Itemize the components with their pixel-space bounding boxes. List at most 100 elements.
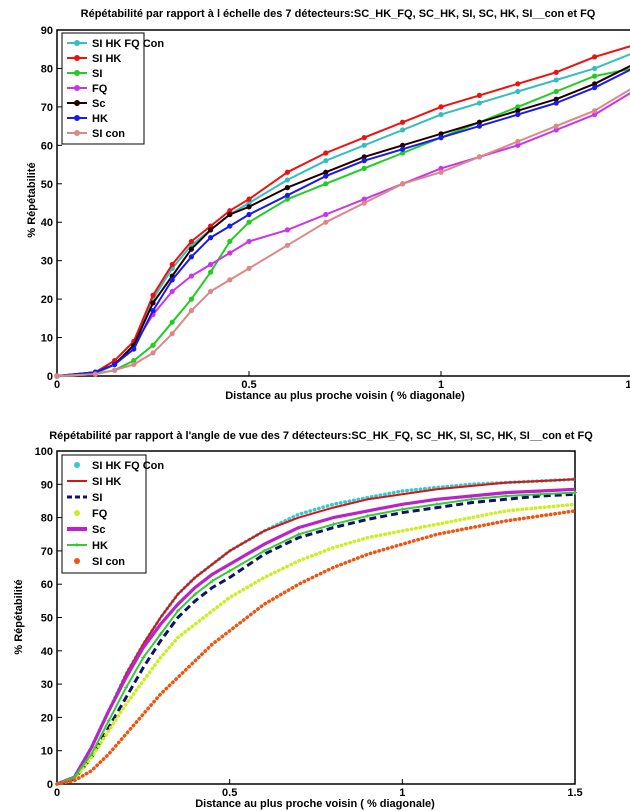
data-point — [227, 238, 233, 245]
data-point — [515, 88, 521, 95]
y-tick-label: 100 — [35, 446, 53, 458]
data-point — [169, 331, 175, 337]
data-point — [106, 718, 111, 723]
data-point — [365, 513, 370, 518]
y-tick-label: 50 — [41, 179, 53, 191]
y-tick-label: 30 — [41, 679, 53, 691]
ticks-group: 0 10 20 30 40 50 60 70 80 90 100 0 0.5 1 1.5 — [35, 446, 583, 799]
data-point — [150, 308, 156, 314]
data-point — [284, 227, 290, 233]
data-point — [538, 492, 543, 497]
data-point — [400, 507, 405, 512]
y-tick-label: 80 — [41, 63, 53, 75]
legend-label: FQ — [92, 83, 108, 95]
data-point — [400, 127, 406, 133]
data-point — [515, 142, 521, 148]
data-point — [208, 223, 214, 229]
legend-swatch — [74, 462, 80, 468]
data-point — [208, 235, 214, 241]
data-point — [515, 81, 521, 87]
data-point — [515, 104, 521, 110]
plot-frame — [56, 29, 630, 377]
data-point — [438, 104, 444, 110]
series-line-sc — [56, 487, 576, 786]
data-point — [169, 261, 175, 268]
data-point — [72, 775, 77, 780]
chart-title: Répétabilité par rapport à l échelle des… — [81, 8, 596, 20]
data-point — [434, 502, 439, 507]
data-point — [323, 158, 329, 164]
data-point — [246, 196, 252, 202]
data-point — [131, 358, 137, 364]
data-point — [400, 181, 406, 187]
data-point — [331, 522, 336, 527]
data-point — [175, 608, 180, 613]
data-point — [553, 123, 559, 129]
y-tick-label: 20 — [41, 294, 53, 306]
legend-marker — [74, 100, 80, 106]
data-point — [284, 185, 290, 191]
data-point — [169, 319, 175, 325]
data-point — [89, 752, 94, 757]
data-point — [208, 288, 214, 295]
series-group — [54, 45, 630, 379]
y-tick-label: 0 — [47, 779, 53, 791]
data-point — [400, 146, 406, 152]
series-group — [55, 477, 577, 786]
data-point — [150, 292, 156, 298]
data-point — [208, 227, 214, 233]
y-tick-label: 20 — [41, 712, 53, 724]
data-point — [158, 632, 163, 637]
legend-label: HK — [92, 540, 108, 552]
x-tick-label: 1 — [438, 379, 444, 391]
legend: SI HK FQ Con SI HK SI FQ Sc HK SI con — [61, 32, 164, 145]
data-point — [54, 373, 60, 379]
y-tick-label: 40 — [41, 217, 53, 229]
data-point — [438, 135, 444, 141]
x-tick-label: 0 — [54, 379, 60, 391]
data-point — [592, 81, 598, 87]
legend-label: SI — [92, 68, 102, 80]
x-tick-label: 1.5 — [625, 379, 630, 391]
y-tick-label: 90 — [41, 25, 53, 37]
data-point — [112, 361, 118, 368]
data-point — [361, 142, 367, 148]
x-tick-label: 0 — [54, 787, 60, 799]
data-point — [246, 200, 252, 206]
data-point — [438, 165, 444, 171]
data-point — [227, 211, 233, 218]
series-line-fq — [55, 502, 577, 786]
data-point — [515, 138, 521, 145]
data-point — [284, 192, 290, 198]
legend-label: FQ — [92, 508, 108, 520]
data-point — [227, 277, 233, 283]
data-point — [469, 497, 474, 502]
data-point — [284, 242, 290, 248]
data-point — [361, 200, 367, 206]
data-point — [553, 88, 559, 95]
data-point — [361, 154, 367, 160]
data-point — [141, 655, 146, 660]
data-point — [553, 127, 559, 133]
legend-label: SI HK — [92, 53, 121, 65]
x-axis-label: Distance au plus proche voisin ( % diago… — [195, 798, 435, 810]
data-point — [476, 92, 482, 98]
legend-swatch — [74, 510, 80, 516]
legend-marker — [74, 40, 80, 46]
data-point — [323, 219, 329, 225]
data-point — [323, 150, 329, 156]
data-point — [208, 269, 214, 275]
data-point — [284, 177, 290, 183]
data-point — [188, 296, 194, 302]
data-point — [592, 54, 598, 60]
data-point — [553, 69, 559, 75]
data-point — [92, 371, 98, 377]
data-point — [150, 300, 156, 306]
legend-marker — [74, 70, 80, 76]
legend-marker — [74, 130, 80, 136]
series-line-si — [56, 67, 630, 377]
y-tick-label: 0 — [47, 371, 53, 383]
series-line-si-con — [56, 88, 630, 377]
data-point — [438, 131, 444, 137]
data-point — [193, 592, 198, 597]
